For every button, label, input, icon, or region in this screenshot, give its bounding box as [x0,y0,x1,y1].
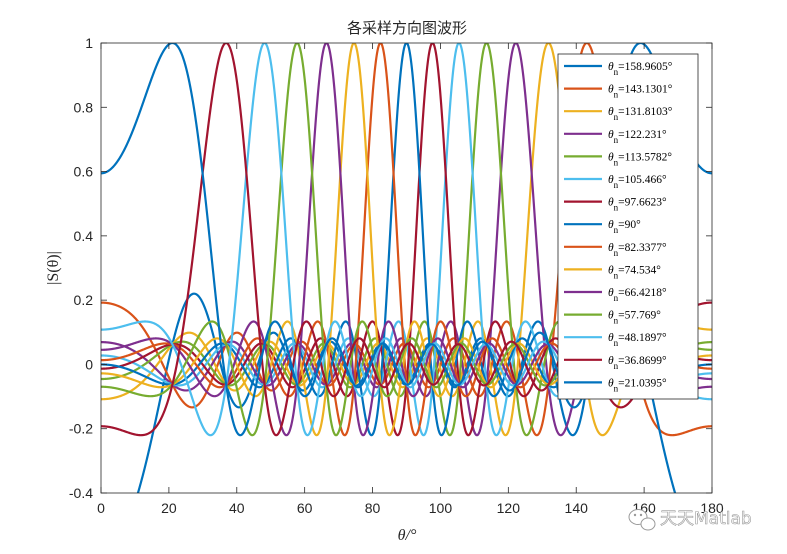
legend-entry: θn=57.769° [564,310,661,326]
y-tick-label: 0.8 [74,99,94,115]
y-tick-label: 0.2 [74,292,94,308]
y-tick: 0.6 [74,164,712,180]
x-tick-label: 120 [497,500,521,516]
legend-label: θn=74.534° [608,264,661,280]
legend-label: θn=90° [608,219,641,235]
legend-entry: θn=48.1897° [564,332,667,348]
legend-entry: θn=74.534° [564,264,661,280]
legend-label: θn=21.0395° [608,377,667,393]
legend-entry: θn=105.466° [564,174,667,190]
chart-title: 各采样方向图波形 [347,19,467,37]
legend-label: θn=82.3377° [608,242,667,258]
legend-label: θn=122.231° [608,129,667,145]
legend-label: θn=113.5782° [608,151,672,167]
x-tick: 60 [297,43,313,516]
x-axis-ticks: 0 20 40 60 80 100 120 140 160 180 [97,43,724,516]
legend-label: θn=48.1897° [608,332,667,348]
x-tick-label: 100 [429,500,453,516]
x-tick-label: 80 [365,500,381,516]
legend-label: θn=105.466° [608,174,667,190]
x-axis-label: θ/° [398,527,417,544]
x-tick: 0 [97,43,105,516]
x-tick: 100 [429,43,453,516]
y-tick: -0.2 [69,421,712,437]
x-tick-label: 0 [97,500,105,516]
legend-entry: θn=21.0395° [564,377,667,393]
legend-label: θn=66.4218° [608,287,667,303]
y-axis-ticks: -0.4 -0.2 0 0.2 0.4 0.6 0.8 1 [69,35,712,501]
wechat-logo-icon [628,509,656,531]
y-tick: 0.4 [74,228,712,244]
y-tick-label: -0.4 [69,485,93,501]
legend-label: θn=158.9605° [608,61,673,77]
x-tick: 80 [365,43,381,516]
y-tick: 0.2 [74,292,712,308]
x-tick: 120 [497,43,521,516]
y-tick: 0.8 [74,99,712,115]
legend-entry: θn=158.9605° [564,61,673,77]
x-tick: 40 [229,43,245,516]
legend-entry: θn=97.6623° [564,197,667,213]
watermark-text: 天天Matlab [660,509,752,529]
legend-entry: θn=131.8103° [564,106,673,122]
legend-label: θn=143.1301° [608,84,673,100]
y-tick-label: 0.4 [74,228,94,244]
x-tick: 20 [161,43,177,516]
y-tick-label: 0.6 [74,164,94,180]
legend-label: θn=131.8103° [608,106,673,122]
x-tick-label: 60 [297,500,313,516]
y-tick: 1 [85,35,712,51]
x-tick: 140 [565,43,589,516]
legend-entry: θn=82.3377° [564,242,667,258]
legend-label: θn=97.6623° [608,197,667,213]
legend: θn=158.9605° θn=143.1301° θn=131.8103° θn=1… [557,53,699,400]
axes-box [100,42,713,494]
y-tick: 0 [85,356,712,372]
watermark: 天天Matlab [628,509,752,531]
legend-entry: θn=90° [564,219,641,235]
legend-entry: θn=66.4218° [564,287,667,303]
legend-entry: θn=122.231° [564,129,667,145]
y-tick-label: 0 [85,356,93,372]
x-tick: 180 [700,43,724,516]
y-axis-label: |S(θ)| [45,251,62,285]
y-tick: -0.4 [69,485,712,501]
legend-entry: θn=36.8699° [564,355,667,371]
x-tick-label: 40 [229,500,245,516]
y-tick-label: 1 [85,35,93,51]
x-tick-label: 180 [700,500,724,516]
y-tick-label: -0.2 [69,421,93,437]
legend-label: θn=36.8699° [608,355,667,371]
legend-entry: θn=143.1301° [564,84,673,100]
legend-entry: θn=113.5782° [564,151,672,167]
x-tick-label: 140 [565,500,589,516]
legend-label: θn=57.769° [608,310,661,326]
x-tick-label: 20 [161,500,177,516]
